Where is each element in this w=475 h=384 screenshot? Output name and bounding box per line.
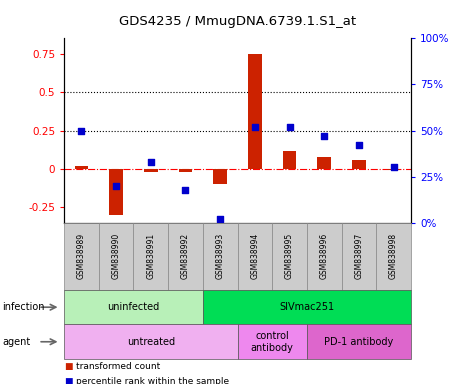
Text: GSM838995: GSM838995: [285, 233, 294, 280]
Bar: [213, 169, 227, 184]
Text: percentile rank within the sample: percentile rank within the sample: [76, 377, 229, 384]
Text: GSM838990: GSM838990: [112, 233, 121, 280]
Point: [113, 183, 120, 189]
Point: [181, 187, 189, 193]
Point: [78, 127, 86, 134]
Text: transformed count: transformed count: [76, 362, 160, 371]
Bar: [248, 54, 262, 169]
Bar: [283, 151, 296, 169]
Text: GSM838994: GSM838994: [250, 233, 259, 280]
Bar: [109, 169, 123, 215]
Text: GDS4235 / MmugDNA.6739.1.S1_at: GDS4235 / MmugDNA.6739.1.S1_at: [119, 15, 356, 28]
Text: uninfected: uninfected: [107, 302, 160, 312]
Text: PD-1 antibody: PD-1 antibody: [324, 337, 393, 347]
Text: ■: ■: [64, 377, 73, 384]
Point: [147, 159, 155, 165]
Text: GSM838998: GSM838998: [389, 233, 398, 280]
Bar: [387, 169, 400, 170]
Text: GSM838996: GSM838996: [320, 233, 329, 280]
Point: [251, 124, 259, 130]
Point: [390, 164, 397, 170]
Text: ■: ■: [64, 362, 73, 371]
Text: control
antibody: control antibody: [251, 331, 294, 353]
Text: infection: infection: [2, 302, 45, 312]
Bar: [317, 157, 331, 169]
Bar: [179, 169, 192, 172]
Point: [355, 142, 363, 148]
Point: [286, 124, 294, 130]
Text: GSM838989: GSM838989: [77, 233, 86, 280]
Text: agent: agent: [2, 337, 30, 347]
Bar: [75, 166, 88, 169]
Text: GSM838992: GSM838992: [181, 233, 190, 280]
Text: untreated: untreated: [127, 337, 175, 347]
Text: GSM838993: GSM838993: [216, 233, 225, 280]
Text: GSM838997: GSM838997: [354, 233, 363, 280]
Text: SIVmac251: SIVmac251: [279, 302, 334, 312]
Bar: [144, 169, 158, 172]
Point: [320, 133, 328, 139]
Bar: [352, 160, 366, 169]
Point: [217, 216, 224, 222]
Text: GSM838991: GSM838991: [146, 233, 155, 280]
